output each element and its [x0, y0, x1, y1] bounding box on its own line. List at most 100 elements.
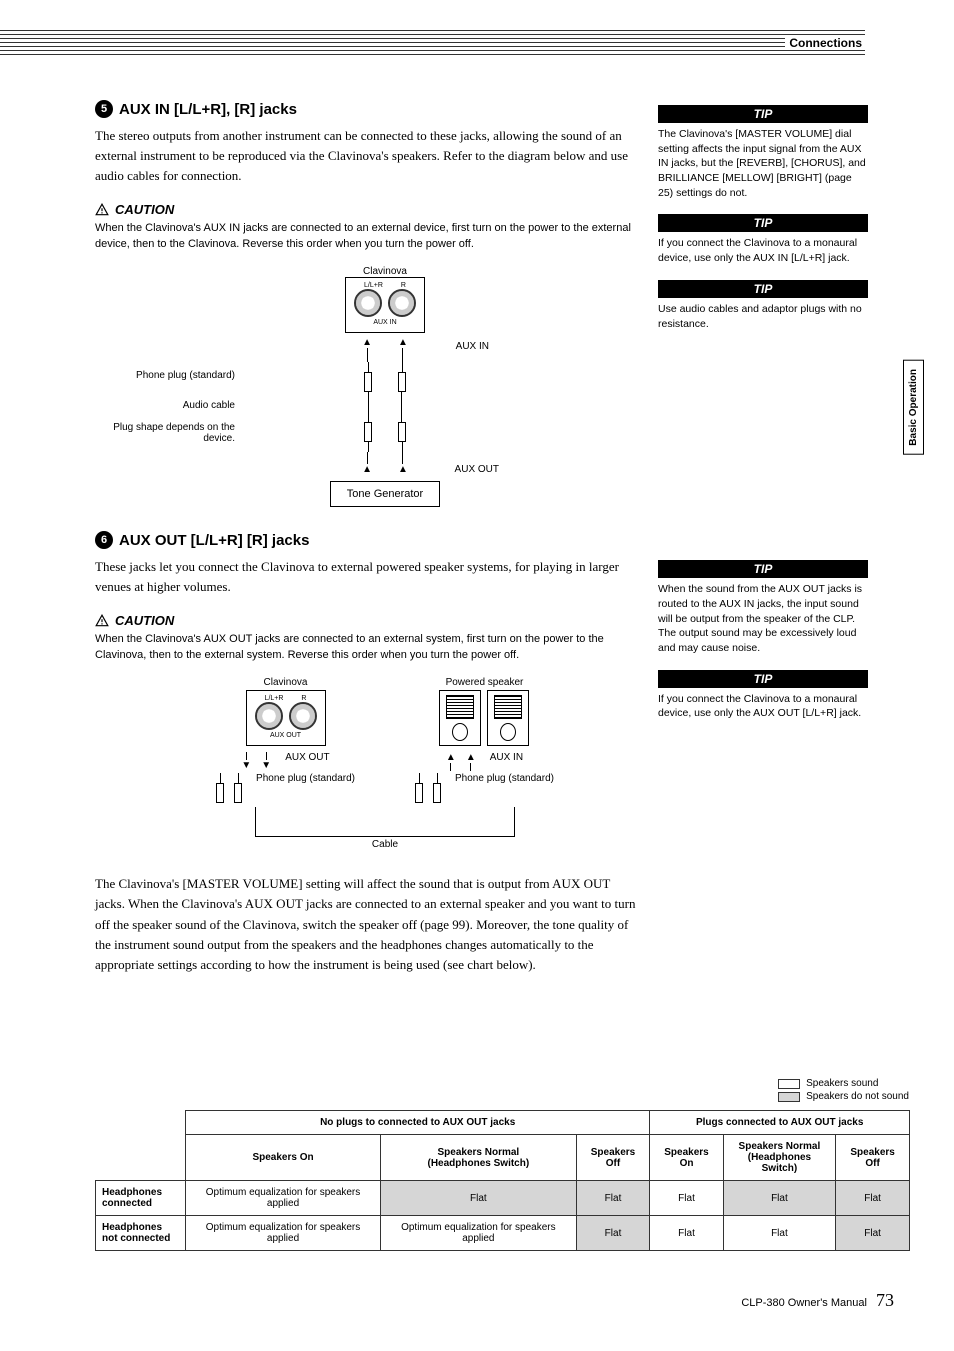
jack-icon [354, 289, 382, 317]
d2-powered-speaker-label: Powered speaker [446, 677, 524, 688]
d2-jack-l-label: L/L+R [265, 695, 284, 702]
tip-box-3: TIP Use audio cables and adaptor plugs w… [658, 280, 868, 331]
d1-tone-generator-box: Tone Generator [330, 481, 440, 507]
table-col-header: Speakers Normal(Headphones Switch) [381, 1135, 577, 1181]
tip-head: TIP [658, 670, 868, 688]
legend-swatch-nosound [778, 1092, 800, 1102]
table-col-header: Speakers On [186, 1135, 381, 1181]
caution-icon [95, 203, 109, 217]
plug-icon [234, 783, 242, 803]
arrow-down-icon [241, 760, 251, 771]
table-col-header: Speakers Off [836, 1135, 910, 1181]
table-col-header: Speakers On [650, 1135, 723, 1181]
section6-title: AUX OUT [L/L+R] [R] jacks [119, 532, 309, 549]
footer-page-number: 73 [876, 1290, 894, 1310]
section5-title: AUX IN [L/L+R], [R] jacks [119, 101, 297, 118]
table-cell: Flat [836, 1216, 910, 1251]
d2-aux-out-label: AUX OUT [285, 752, 329, 763]
table-col-header: Speakers Off [576, 1135, 650, 1181]
section6-heading: 6 AUX OUT [L/L+R] [R] jacks [95, 531, 641, 549]
speaker-icon [439, 690, 481, 746]
table-cell: Flat [576, 1181, 650, 1216]
arrow-down-icon [261, 760, 271, 771]
tip-body-4: When the sound from the AUX OUT jacks is… [658, 578, 868, 655]
diagram-aux-out: Clavinova L/L+R R AUX OUT AUX OUT [175, 677, 595, 850]
tip-head: TIP [658, 280, 868, 298]
legend-sound-label: Speakers sound [806, 1078, 878, 1089]
section6-caution-label: CAUTION [115, 613, 174, 628]
table-cell: Flat [723, 1181, 836, 1216]
page-footer: CLP-380 Owner's Manual 73 [741, 1290, 894, 1311]
caution-icon [95, 614, 109, 628]
diagram-aux-in: Clavinova L/L+R R AUX IN AUX IN Phone pl… [235, 266, 535, 507]
header-section-label: Connections [785, 36, 866, 50]
section5-caution-heading: CAUTION [95, 202, 641, 217]
table-row-header: Headphonesnot connected [96, 1216, 186, 1251]
jack-icon [289, 702, 317, 730]
d1-plug-depends-label: Plug shape depends on the device. [95, 422, 235, 444]
tip-box-4: TIP When the sound from the AUX OUT jack… [658, 560, 868, 655]
section6-caution-heading: CAUTION [95, 613, 641, 628]
d1-jack-l-label: L/L+R [364, 282, 383, 289]
tip-box-1: TIP The Clavinova's [MASTER VOLUME] dial… [658, 105, 868, 200]
section5-heading: 5 AUX IN [L/L+R], [R] jacks [95, 100, 641, 118]
side-tab-basic-operation: Basic Operation [903, 360, 924, 455]
table-legend: Speakers sound Speakers do not sound [778, 1078, 909, 1104]
legend-nosound-label: Speakers do not sound [806, 1091, 909, 1102]
table-group1: No plugs to connected to AUX OUT jacks [186, 1111, 650, 1135]
table-cell: Flat [381, 1181, 577, 1216]
side-column: TIP The Clavinova's [MASTER VOLUME] dial… [658, 105, 868, 735]
jack-icon [388, 289, 416, 317]
table-cell: Flat [576, 1216, 650, 1251]
table-cell: Optimum equalization for speakers applie… [381, 1216, 577, 1251]
plug-icon [398, 372, 406, 392]
plug-icon [415, 783, 423, 803]
d2-phone-plug-left: Phone plug (standard) [256, 773, 355, 785]
table-cell: Flat [650, 1216, 723, 1251]
section5-caution-body: When the Clavinova's AUX IN jacks are co… [95, 221, 641, 252]
plug-icon [216, 783, 224, 803]
plug-icon [433, 783, 441, 803]
d1-clavinova-label: Clavinova [235, 266, 535, 277]
table-cell: Optimum equalization for speakers applie… [186, 1181, 381, 1216]
d2-phone-plug-right: Phone plug (standard) [455, 773, 554, 785]
arrow-up-icon [466, 752, 476, 763]
footer-manual: CLP-380 Owner's Manual [741, 1297, 867, 1309]
table-group2: Plugs connected to AUX OUT jacks [650, 1111, 910, 1135]
d2-cable-label: Cable [175, 839, 595, 850]
d1-jacks-caption: AUX IN [354, 319, 416, 326]
d2-jacks-panel: L/L+R R AUX OUT [246, 690, 326, 746]
tip-head: TIP [658, 214, 868, 232]
d1-phone-plug-label: Phone plug (standard) [95, 370, 235, 381]
section5-body: The stereo outputs from another instrume… [95, 126, 641, 186]
arrow-up-icon [446, 752, 456, 763]
tip-box-5: TIP If you connect the Clavinova to a mo… [658, 670, 868, 721]
tip-body-5: If you connect the Clavinova to a monaur… [658, 688, 868, 721]
section6-number-icon: 6 [95, 531, 113, 549]
jack-icon [255, 702, 283, 730]
d1-jack-r-label: R [401, 282, 406, 289]
d1-aux-out-label: AUX OUT [359, 464, 499, 475]
d2-jack-r-label: R [301, 695, 306, 702]
d1-jacks-panel: L/L+R R AUX IN [345, 277, 425, 333]
plug-icon [364, 422, 372, 442]
speaker-eq-table: No plugs to connected to AUX OUT jacks P… [95, 1110, 910, 1251]
section6-caution-body: When the Clavinova's AUX OUT jacks are c… [95, 632, 641, 663]
d1-aux-in-label: AUX IN [349, 341, 489, 352]
table-cell: Flat [650, 1181, 723, 1216]
d1-audio-cable-label: Audio cable [95, 400, 235, 411]
legend-swatch-sound [778, 1079, 800, 1089]
tip-head: TIP [658, 560, 868, 578]
section5-caution-label: CAUTION [115, 202, 174, 217]
tip-head: TIP [658, 105, 868, 123]
tip-body-3: Use audio cables and adaptor plugs with … [658, 298, 868, 331]
table-cell: Optimum equalization for speakers applie… [186, 1216, 381, 1251]
tip-body-1: The Clavinova's [MASTER VOLUME] dial set… [658, 123, 868, 200]
section6-body2: The Clavinova's [MASTER VOLUME] setting … [95, 874, 641, 975]
table-col-header: Speakers Normal(Headphones Switch) [723, 1135, 836, 1181]
d2-clavinova-label: Clavinova [264, 677, 308, 688]
d2-aux-in-label: AUX IN [490, 752, 523, 763]
section5-number-icon: 5 [95, 100, 113, 118]
table-cell: Flat [836, 1181, 910, 1216]
speaker-icon [487, 690, 529, 746]
